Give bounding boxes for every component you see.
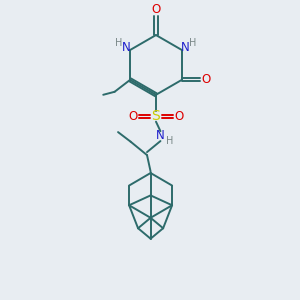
Text: O: O — [128, 110, 137, 123]
Text: O: O — [151, 3, 160, 16]
Text: N: N — [156, 129, 165, 142]
Text: O: O — [202, 73, 211, 86]
Text: H: H — [166, 136, 174, 146]
Text: H: H — [190, 38, 197, 48]
Text: N: N — [122, 41, 130, 54]
Text: N: N — [181, 41, 190, 54]
Text: O: O — [175, 110, 184, 123]
Text: S: S — [152, 109, 160, 123]
Text: H: H — [115, 38, 122, 48]
